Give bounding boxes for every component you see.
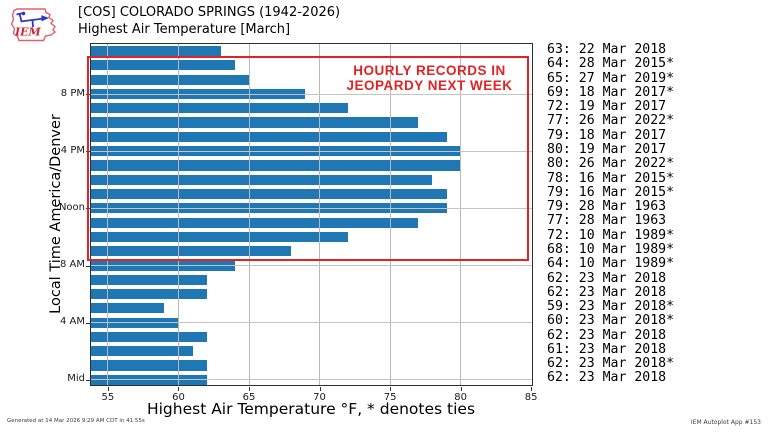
record-list-item: 62: 23 Mar 2018 (547, 327, 667, 343)
iowa-outline-icon: IEM (10, 8, 57, 42)
record-list-item: 60: 23 Mar 2018* (547, 313, 675, 329)
y-gridline (91, 93, 532, 95)
x-tick-label: 80 (454, 392, 467, 403)
chart-title-line2: Highest Air Temperature [March] (78, 21, 291, 37)
bar-row (91, 131, 447, 142)
x-gridline (177, 44, 179, 385)
bar-row (91, 103, 348, 114)
record-list-item: 68: 10 Mar 1989* (547, 241, 675, 257)
bar-row (91, 246, 292, 257)
x-tick-mark (390, 387, 392, 391)
record-list-item: 77: 26 Mar 2022* (547, 113, 675, 129)
record-list-item: 69: 18 Mar 2017* (547, 84, 675, 100)
record-list-item: 80: 26 Mar 2022* (547, 156, 675, 172)
annotation-line1: HOURLY RECORDS IN (353, 62, 506, 78)
x-tick-mark (460, 387, 462, 391)
record-list-item: 78: 16 Mar 2015* (547, 170, 675, 186)
bar-row (91, 360, 207, 371)
highlight-box: HOURLY RECORDS IN JEOPARDY NEXT WEEK (87, 55, 529, 261)
bar-row (91, 188, 447, 200)
x-axis-title: Highest Air Temperature °F, * denotes ti… (146, 400, 476, 418)
record-list-item: 77: 28 Mar 1963 (547, 213, 667, 229)
y-tick-label: 8 AM (59, 259, 85, 271)
record-list-item: 62: 23 Mar 2018 (547, 284, 667, 300)
bar-row (91, 60, 235, 71)
y-gridline (91, 322, 532, 324)
record-list-item: 62: 23 Mar 2018 (547, 370, 667, 386)
bar-row (91, 46, 221, 57)
x-gridline (107, 44, 109, 385)
bar-row (91, 74, 249, 85)
x-tick-label: 75 (383, 392, 397, 403)
chart-title-line1: [COS] COLORADO SPRINGS (1942-2026) (78, 5, 341, 20)
bar-row (91, 231, 348, 242)
y-gridline (91, 207, 532, 209)
x-tick-label: 60 (172, 392, 185, 403)
generated-at-text: Generated at 14 Mar 2026 9:29 AM CDT in … (7, 418, 145, 424)
bar-row (91, 346, 193, 357)
annotation-text: HOURLY RECORDS IN JEOPARDY NEXT WEEK (339, 63, 521, 93)
y-gridline (91, 379, 532, 381)
x-tick-mark (178, 387, 180, 391)
y-tick-label: Mid (67, 373, 85, 385)
y-tick-mark (86, 379, 91, 381)
bar-row (91, 217, 419, 228)
x-tick-mark (531, 387, 533, 391)
bar-row (91, 174, 433, 185)
y-tick-label: 4 AM (59, 316, 85, 328)
y-gridline (91, 150, 532, 152)
x-gridline (389, 44, 391, 385)
record-list-item: 63: 22 Mar 2018 (547, 42, 667, 57)
y-tick-label: 4 PM (60, 144, 85, 156)
y-tick-mark (86, 265, 91, 267)
bar-row (91, 160, 461, 171)
record-list-item: 72: 10 Mar 1989* (547, 227, 675, 243)
chart-title-block: [COS] COLORADO SPRINGS (1942-2026) Highe… (78, 5, 340, 38)
record-list-item: 61: 23 Mar 2018 (547, 341, 667, 357)
y-gridline (91, 265, 532, 267)
x-gridline (460, 44, 462, 385)
y-tick-mark (86, 322, 91, 324)
x-tick-label: 65 (242, 392, 256, 403)
record-list: 63: 22 Mar 2018 64: 28 Mar 2015* 65: 27 Ma… (547, 42, 675, 386)
x-tick-mark (107, 387, 109, 391)
bar-row (91, 288, 207, 300)
x-tick-label: 85 (524, 392, 538, 403)
record-list-item: 64: 10 Mar 1989* (547, 256, 675, 272)
record-list-item: 79: 16 Mar 2015* (547, 184, 675, 200)
annotation-line2: JEOPARDY NEXT WEEK (346, 77, 513, 93)
record-list-item: 72: 19 Mar 2017 (547, 99, 667, 115)
y-axis-title: Local Time America/Denver (48, 114, 64, 314)
iem-logo: IEM (8, 4, 60, 46)
record-list-item: 62: 23 Mar 2018 (547, 270, 667, 286)
bar-row (91, 117, 419, 128)
record-list-item: 79: 18 Mar 2017 (547, 127, 667, 143)
record-list-item: 80: 19 Mar 2017 (547, 141, 667, 157)
bar-row (91, 331, 207, 343)
record-list-item: 62: 23 Mar 2018* (547, 356, 675, 372)
record-list-item: 59: 23 Mar 2018* (547, 299, 675, 315)
app-id-text: IEM Autoplot App #153 (690, 419, 761, 426)
record-list-item: 64: 28 Mar 2015* (547, 56, 675, 72)
iem-logo-text: IEM (14, 26, 42, 39)
x-tick-mark (319, 387, 321, 391)
y-tick-label: Noon (58, 201, 85, 213)
record-list-item: 79: 28 Mar 1963 (547, 199, 667, 215)
x-tick-label: 70 (313, 392, 326, 403)
x-gridline (319, 44, 321, 385)
bar-row (91, 274, 207, 285)
bar-row (91, 303, 165, 314)
y-tick-label: 8 PM (60, 87, 85, 99)
x-tick-label: 55 (101, 392, 115, 403)
record-list-item: 65: 27 Mar 2019* (547, 70, 675, 86)
plot-area: HOURLY RECORDS IN JEOPARDY NEXT WEEK 55 6… (59, 43, 538, 403)
x-tick-mark (249, 387, 250, 391)
x-gridline (248, 44, 250, 385)
